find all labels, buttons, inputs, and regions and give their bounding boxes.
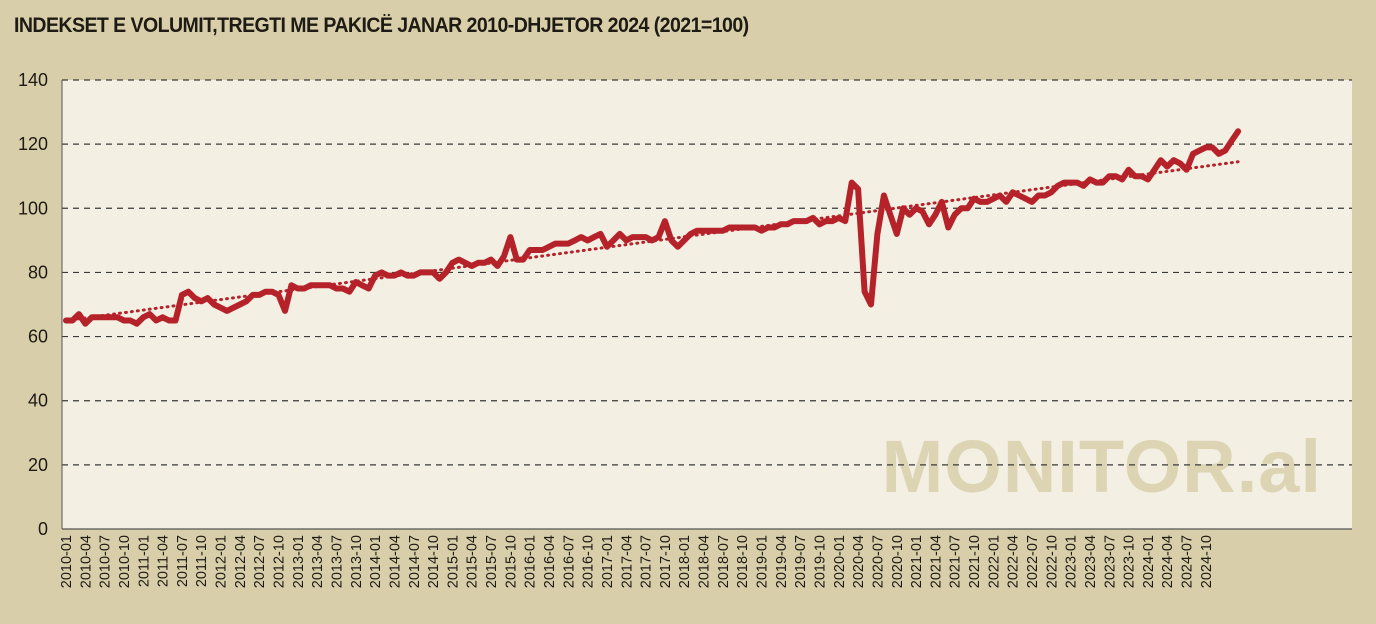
x-tick-label: 2024-10 <box>1199 535 1215 588</box>
x-tick-label: 2017-01 <box>600 535 616 588</box>
x-tick-label: 2012-07 <box>252 535 268 588</box>
x-tick-label: 2023-07 <box>1102 535 1118 588</box>
x-tick-label: 2013-07 <box>329 535 345 588</box>
x-tick-label: 2014-10 <box>426 535 442 588</box>
x-tick-label: 2021-10 <box>967 535 983 588</box>
x-tick-label: 2014-04 <box>387 535 403 588</box>
x-tick-label: 2012-01 <box>214 535 230 588</box>
x-tick-label: 2019-10 <box>812 535 828 588</box>
x-tick-label: 2018-07 <box>716 535 732 588</box>
chart-title: INDEKSET E VOLUMIT,TREGTI ME PAKICË JANA… <box>14 14 749 37</box>
y-tick-label: 0 <box>38 519 48 539</box>
x-tick-label: 2023-01 <box>1064 535 1080 588</box>
x-tick-label: 2018-10 <box>735 535 751 588</box>
x-tick-label: 2016-04 <box>542 535 558 588</box>
x-tick-label: 2023-04 <box>1083 535 1099 588</box>
x-tick-label: 2017-07 <box>639 535 655 588</box>
x-tick-label: 2018-01 <box>677 535 693 588</box>
x-tick-label: 2010-04 <box>78 535 94 588</box>
x-tick-label: 2015-04 <box>465 535 481 588</box>
x-tick-label: 2018-04 <box>697 535 713 588</box>
x-tick-label: 2011-04 <box>156 535 172 587</box>
x-tick-label: 2010-01 <box>59 535 75 588</box>
x-tick-label: 2023-10 <box>1122 535 1138 588</box>
x-tick-label: 2020-01 <box>832 535 848 588</box>
y-tick-label: 60 <box>28 327 48 347</box>
x-tick-label: 2013-04 <box>310 535 326 588</box>
x-tick-label: 2016-10 <box>581 535 597 588</box>
x-tick-label: 2020-04 <box>851 535 867 588</box>
y-tick-label: 20 <box>28 455 48 475</box>
x-tick-label: 2015-07 <box>484 535 500 588</box>
x-tick-label: 2011-01 <box>136 535 152 587</box>
x-tick-label: 2022-04 <box>1006 535 1022 588</box>
x-tick-label: 2010-10 <box>117 535 133 588</box>
x-tick-label: 2016-07 <box>561 535 577 588</box>
x-tick-label: 2022-10 <box>1044 535 1060 588</box>
x-tick-label: 2012-04 <box>233 535 249 588</box>
x-tick-label: 2015-01 <box>445 535 461 588</box>
x-tick-label: 2017-10 <box>658 535 674 588</box>
x-tick-label: 2016-01 <box>523 535 539 588</box>
x-tick-label: 2010-07 <box>98 535 114 588</box>
x-tick-label: 2024-07 <box>1180 535 1196 588</box>
x-tick-label: 2013-01 <box>291 535 307 588</box>
y-tick-label: 80 <box>28 262 48 282</box>
x-tick-label: 2019-07 <box>793 535 809 588</box>
x-tick-label: 2019-01 <box>755 535 771 588</box>
x-tick-label: 2012-10 <box>272 535 288 588</box>
plot-area <box>62 80 1352 529</box>
x-tick-label: 2015-10 <box>503 535 519 588</box>
y-tick-label: 140 <box>18 70 48 90</box>
x-tick-label: 2013-10 <box>349 535 365 588</box>
watermark: MONITOR.al <box>882 425 1322 508</box>
x-tick-label: 2022-01 <box>986 535 1002 588</box>
x-tick-label: 2020-10 <box>890 535 906 588</box>
x-tick-label: 2014-01 <box>368 535 384 588</box>
y-tick-label: 40 <box>28 391 48 411</box>
x-tick-label: 2019-04 <box>774 535 790 588</box>
x-tick-label: 2011-07 <box>175 535 191 587</box>
x-tick-label: 2020-07 <box>870 535 886 588</box>
y-tick-label: 100 <box>18 198 48 218</box>
x-tick-label: 2024-04 <box>1160 535 1176 588</box>
x-tick-label: 2021-07 <box>948 535 964 588</box>
x-tick-label: 2021-01 <box>909 535 925 588</box>
x-tick-label: 2017-04 <box>619 535 635 588</box>
y-tick-label: 120 <box>18 134 48 154</box>
x-tick-label: 2022-07 <box>1025 535 1041 588</box>
x-tick-label: 2014-07 <box>407 535 423 588</box>
x-tick-label: 2024-01 <box>1141 535 1157 588</box>
x-tick-label: 2011-10 <box>194 535 210 587</box>
series-line <box>63 128 1242 327</box>
x-tick-label: 2021-04 <box>928 535 944 588</box>
